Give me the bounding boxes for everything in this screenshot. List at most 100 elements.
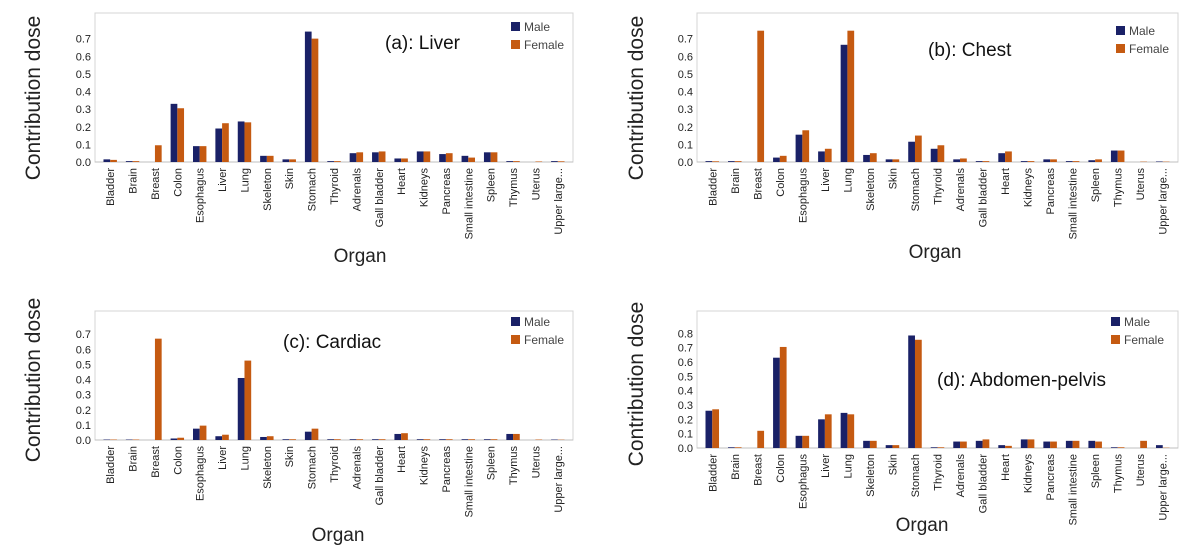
x-tick-label: Uterus [530,168,542,201]
x-tick-label: Pancreas [1045,454,1057,501]
bar-male [349,153,357,162]
x-tick-label: Uterus [530,446,542,479]
x-tick-label: Spleen [1090,454,1102,488]
bar-female [222,123,229,162]
y-tick-label: 0.5 [678,69,693,81]
y-axis-label: Contribution dose [22,298,45,463]
bar-male [327,161,334,162]
x-tick-label: Esophagus [195,446,207,502]
chart-title: (a): Liver [385,33,461,54]
bar-male [908,141,915,162]
x-tick-label: Uterus [1135,168,1147,201]
bar-female [779,155,787,162]
x-tick-label: Pancreas [1045,168,1057,215]
bar-female [311,38,319,162]
bar-female [535,161,543,162]
x-tick-label: Small intestine [463,168,475,240]
bar-male [705,161,713,162]
bar-female [423,151,431,162]
y-tick-label: 0.6 [76,344,91,356]
x-tick-label: Thyroid [933,168,945,205]
bar-female [334,439,341,440]
x-tick-label: Upper large... [553,446,565,513]
bar-female [154,145,162,162]
bar-male [885,159,893,162]
plot-frame [94,310,574,441]
x-tick-label: Upper large... [553,168,565,235]
y-tick-label: 0.0 [678,443,693,455]
chart-panel-4: 0.0 0.1 0.2 0.3 0.4 0.5 0.6 0.7 0.8 Bladder Brain B… [625,302,1179,536]
y-tick-label: 0.8 [678,328,693,340]
bar-female [847,30,855,162]
y-tick-label: 0.5 [76,69,91,81]
x-tick-label: Esophagus [195,168,207,224]
bar-female [490,152,498,162]
legend-swatch-female [511,335,520,344]
x-tick-label: Gall bladder [374,446,386,506]
bar-female [869,440,877,448]
y-tick-label: 0.7 [76,34,91,46]
x-tick-label: Colon [775,454,787,483]
x-axis-label: Organ [896,515,949,536]
bar-male [439,154,446,162]
bar-female [154,338,162,440]
bar-female [1072,440,1080,448]
bar-female [712,161,720,162]
bar-female [779,346,787,448]
bar-female [401,433,408,440]
y-axis-label: Contribution dose [625,16,648,181]
bar-female [982,161,990,162]
bar-male [1065,161,1073,162]
bar-female [222,434,229,440]
bar-male [773,157,780,162]
bar-male [461,439,469,440]
bar-male [260,436,267,440]
bar-male [1088,160,1096,162]
x-tick-label: Gall bladder [978,454,990,514]
bar-female [1027,161,1035,162]
bar-female [445,439,453,440]
y-tick-label: 0.3 [678,104,693,116]
x-tick-label: Thymus [508,446,520,486]
bar-female [914,339,922,448]
bar-female [177,437,185,440]
bar-female [824,414,832,448]
y-tick-label: 0.3 [678,400,693,412]
bar-female [937,145,945,162]
y-axis-label: Contribution dose [625,302,648,467]
bar-male [215,436,223,440]
bar-male [483,152,491,162]
y-tick-label: 0.6 [678,357,693,369]
bar-female [513,161,520,162]
bar-female [356,152,364,162]
x-tick-label: Thymus [1113,168,1125,208]
y-tick-label: 0.4 [678,87,693,99]
bar-male [863,154,870,162]
x-tick-label: Adrenals [955,454,967,498]
bar-female [244,122,252,162]
x-tick-label: Skeleton [262,446,274,489]
x-tick-label: Skeleton [865,454,877,497]
bar-male [237,377,245,440]
x-tick-label: Skeleton [865,168,877,211]
x-tick-label: Skin [284,168,296,189]
bar-male [818,419,825,448]
bar-male [998,445,1006,448]
x-tick-label: Brain [730,454,742,480]
x-tick-label: Colon [172,168,184,197]
bar-female [1050,441,1057,448]
y-tick-label: 0.1 [678,429,693,441]
y-tick-label: 0.0 [678,157,693,169]
bar-female [982,439,990,448]
x-tick-label: Kidneys [419,168,431,208]
bar-female [1027,439,1035,448]
x-tick-label: Spleen [1090,168,1102,202]
x-tick-label: Thymus [1113,454,1125,494]
legend: Male Female [1111,315,1164,347]
x-tick-label: Esophagus [797,454,809,510]
y-tick-label: 0.1 [76,139,91,151]
bar-female [914,135,922,162]
bar-male [260,155,267,162]
bar-female [334,161,341,162]
